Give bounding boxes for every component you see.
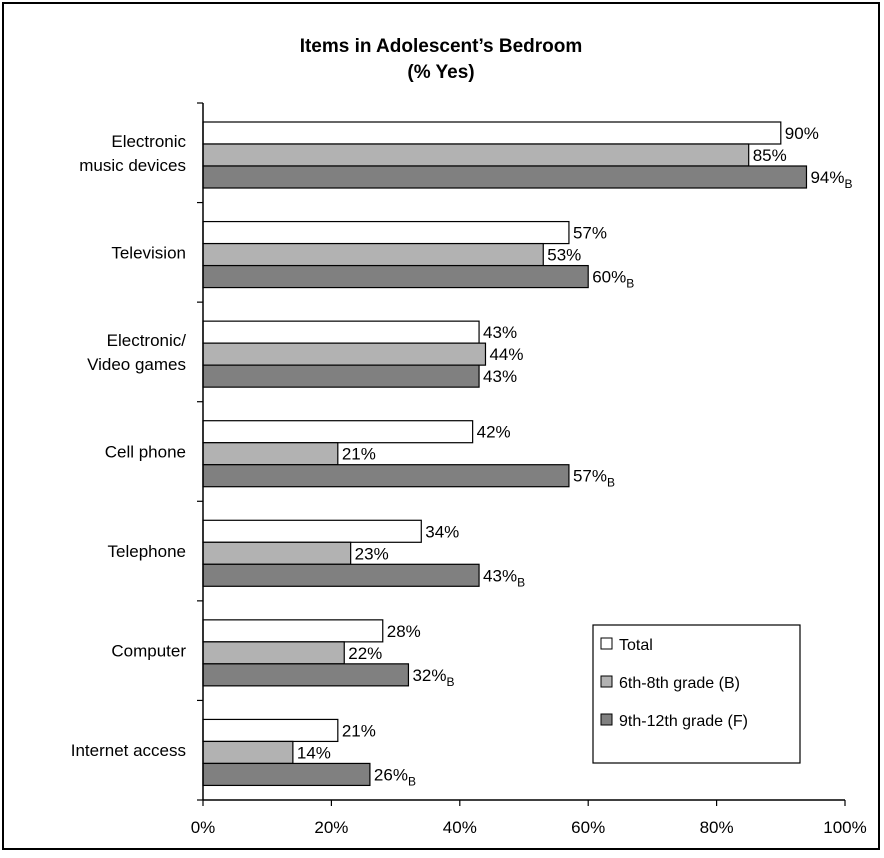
category-label: Telephone (108, 542, 186, 561)
data-label: 14% (297, 743, 331, 762)
bar[interactable] (202, 541, 352, 565)
bar[interactable] (202, 442, 339, 466)
bar[interactable] (202, 663, 410, 687)
legend-label: Total (619, 637, 653, 654)
bar[interactable] (202, 364, 480, 388)
x-tick-label: 40% (443, 818, 477, 837)
data-label: 42% (477, 423, 511, 442)
legend-box (592, 624, 801, 764)
data-label: 23% (355, 544, 389, 563)
data-label: 22% (348, 644, 382, 663)
data-label: 94%B (810, 168, 852, 191)
bar[interactable] (202, 342, 487, 366)
category-label: Video games (87, 355, 186, 374)
legend-label: 6th-8th grade (B) (619, 675, 740, 692)
legend-swatch (600, 675, 613, 688)
data-label: 44% (489, 345, 523, 364)
bar[interactable] (202, 121, 782, 145)
category-label: Electronic/ (107, 331, 187, 350)
data-label: 43%B (483, 566, 525, 589)
data-label: 57%B (573, 467, 615, 490)
data-label: 43% (483, 367, 517, 386)
bar[interactable] (202, 762, 371, 787)
chart-subtitle: (% Yes) (407, 62, 474, 83)
plot-area: Electronic music devices Television Electro… (71, 102, 867, 837)
legend-swatch (600, 713, 613, 726)
data-label: 43% (483, 323, 517, 342)
data-label: 57% (573, 224, 607, 243)
bar[interactable] (202, 242, 544, 267)
x-tick-label: 100% (823, 818, 866, 837)
data-label: 26%B (374, 765, 416, 788)
data-label: 60%B (592, 268, 634, 291)
category-label: Television (111, 243, 186, 262)
x-tick-label: 20% (314, 818, 348, 837)
bar[interactable] (202, 165, 808, 189)
x-tick-label: 60% (571, 818, 605, 837)
chart-title: Items in Adolescent’s Bedroom (300, 36, 583, 57)
data-label: 32%B (412, 666, 454, 689)
category-label: Internet access (71, 741, 186, 760)
data-label: 90% (785, 124, 819, 143)
data-label: 34% (425, 522, 459, 541)
category-label: Computer (111, 642, 186, 661)
category-label: Cell phone (105, 443, 186, 462)
bar[interactable] (202, 464, 570, 488)
bar[interactable] (202, 641, 345, 665)
legend-swatch (600, 637, 613, 650)
data-label: 21% (342, 445, 376, 464)
bar[interactable] (202, 320, 480, 344)
bar[interactable] (202, 143, 750, 167)
bar[interactable] (202, 519, 422, 543)
bar[interactable] (202, 420, 474, 444)
bar[interactable] (202, 264, 589, 289)
category-label: music devices (79, 156, 186, 175)
category-label: Electronic (111, 132, 186, 151)
x-tick-label: 80% (700, 818, 734, 837)
data-label: 53% (547, 246, 581, 265)
legend-label: 9th-12th grade (F) (619, 713, 748, 730)
data-label: 28% (387, 622, 421, 641)
bar[interactable] (202, 740, 294, 765)
x-tick-label: 0% (191, 818, 216, 837)
bar[interactable] (202, 619, 384, 643)
bar[interactable] (202, 563, 480, 587)
data-label: 85% (753, 146, 787, 165)
bar[interactable] (202, 718, 339, 743)
data-label: 21% (342, 721, 376, 740)
bar[interactable] (202, 220, 570, 245)
